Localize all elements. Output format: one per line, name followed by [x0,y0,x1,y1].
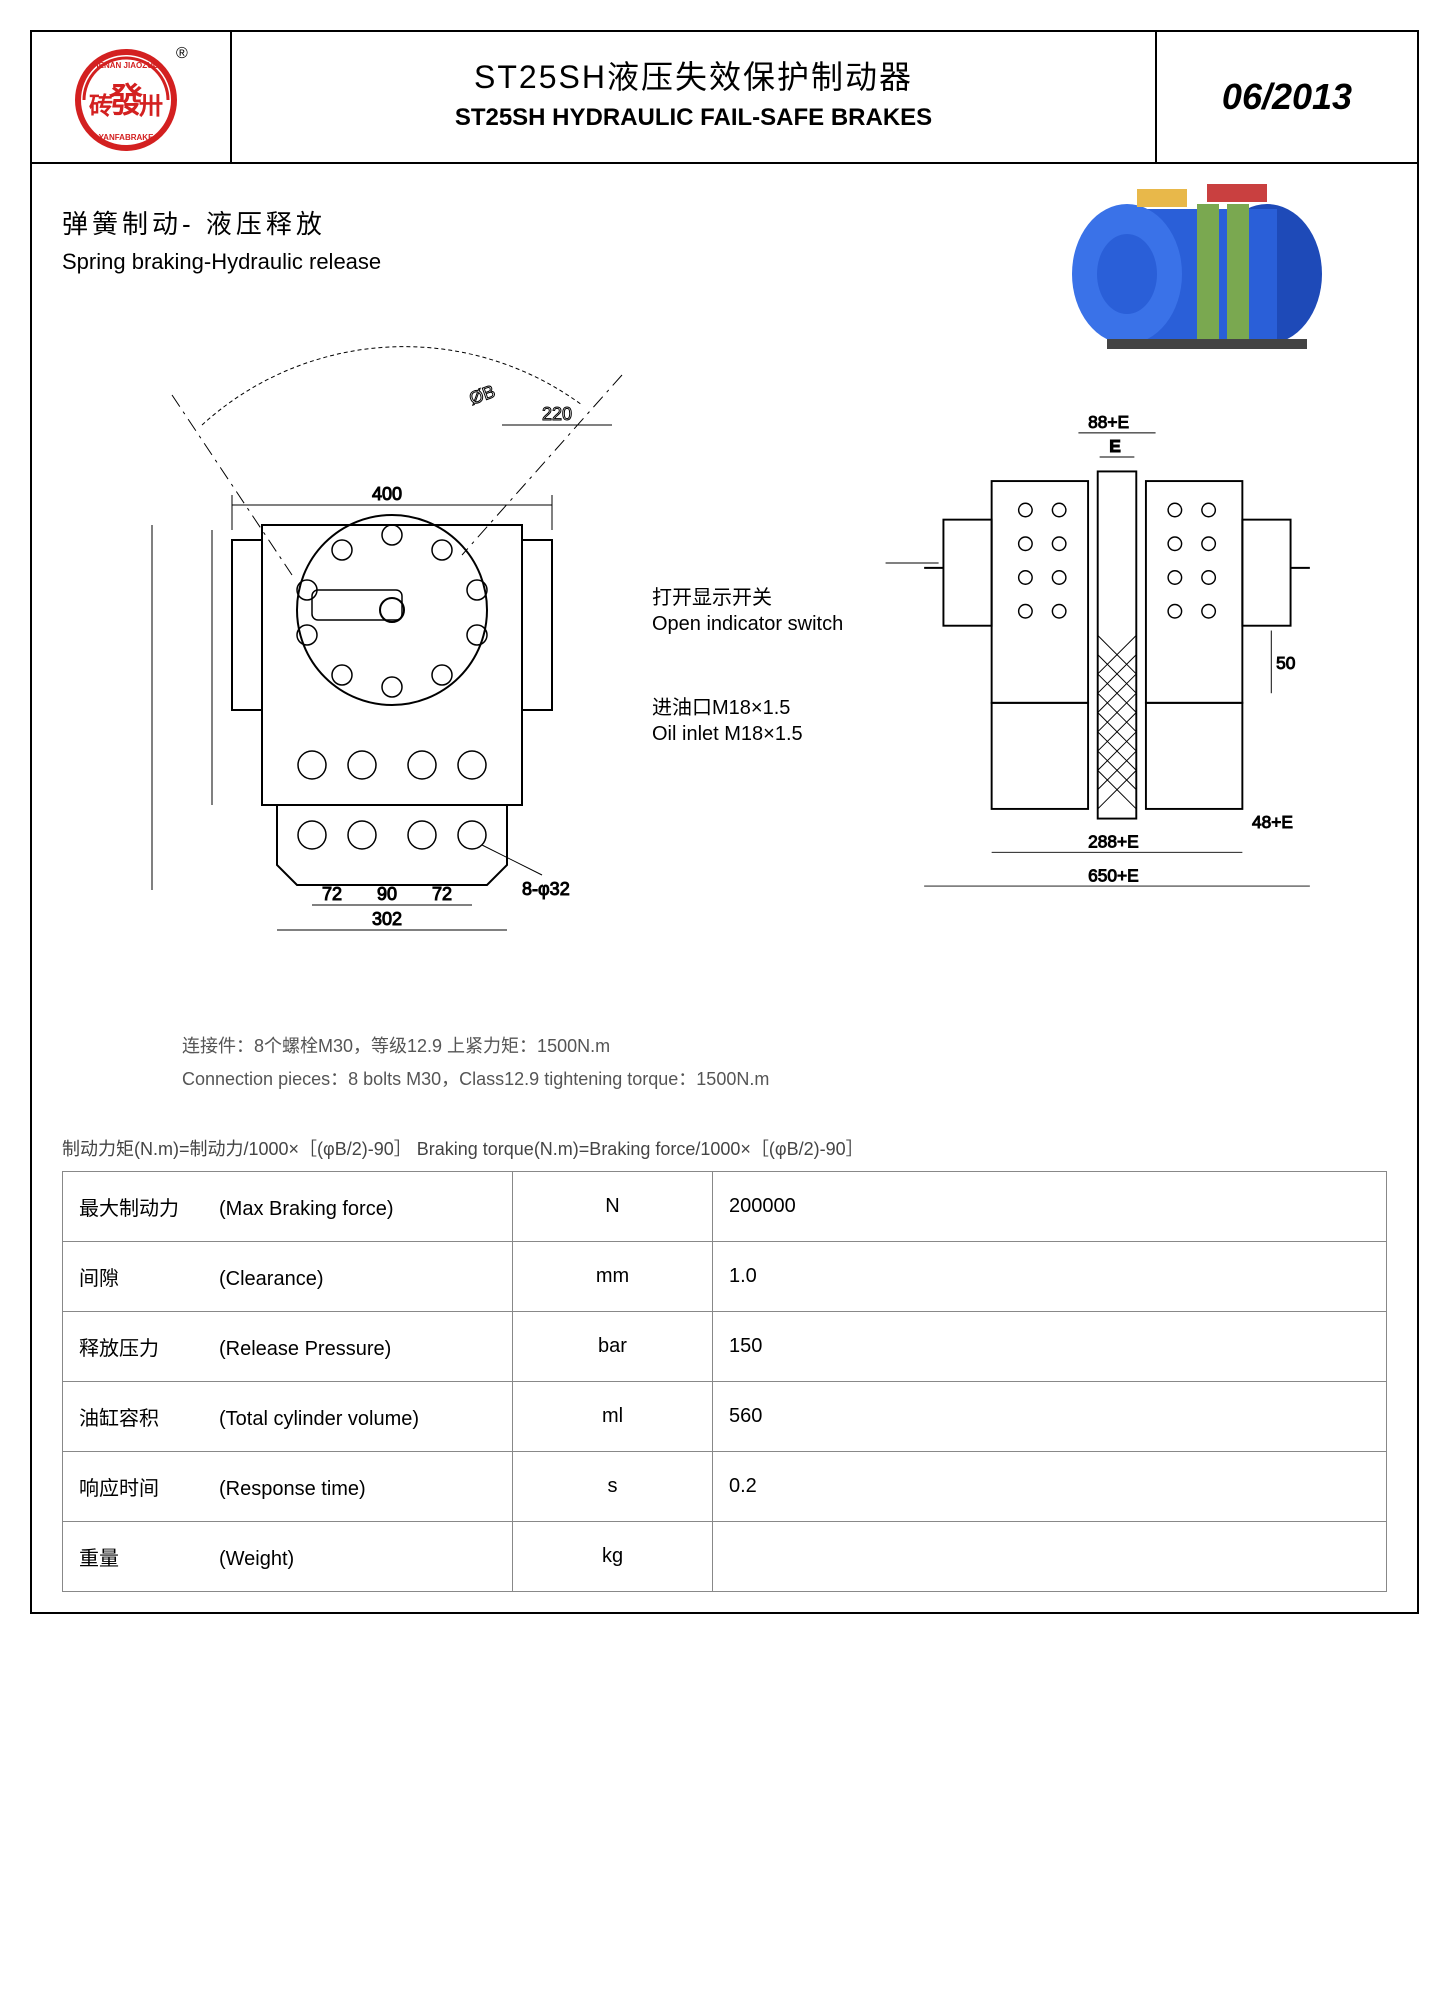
logo-cell: HENAN JIAOZUO YANFABRAKE 發 砖 卅 ® [32,32,232,162]
spec-value: 200000 [713,1172,1387,1242]
table-row: 最大制动力(Max Braking force)N200000 [63,1172,1387,1242]
issue-date: 06/2013 [1222,76,1352,118]
svg-text:220: 220 [542,404,572,424]
svg-text:302: 302 [372,909,402,929]
title-cn: ST25SH液压失效保护制动器 [242,52,1145,98]
svg-text:90: 90 [377,884,397,904]
spec-unit: ml [513,1382,713,1452]
spec-value [713,1522,1387,1592]
svg-text:8-φ32: 8-φ32 [522,879,570,899]
svg-text:E: E [1109,436,1121,456]
page-frame: HENAN JIAOZUO YANFABRAKE 發 砖 卅 ® ST25SH液… [30,30,1419,1614]
spec-unit: bar [513,1312,713,1382]
spec-value: 0.2 [713,1452,1387,1522]
svg-text:50: 50 [1276,653,1295,673]
drawing-area: ØB 220 [62,335,1387,1115]
svg-text:®: ® [176,45,188,62]
brand-logo-icon: HENAN JIAOZUO YANFABRAKE 發 砖 卅 ® [66,42,196,152]
drawing-side-view: 88+E E 50 48+E 288+E 650+E [877,375,1357,915]
svg-text:HENAN JIAOZUO: HENAN JIAOZUO [93,61,159,70]
drawing-front-view: ØB 220 [82,335,662,935]
svg-text:650+E: 650+E [1088,865,1139,885]
svg-text:72: 72 [322,884,342,904]
spec-label: 油缸容积(Total cylinder volume) [63,1382,513,1452]
spec-label: 响应时间(Response time) [63,1452,513,1522]
svg-text:YANFABRAKE: YANFABRAKE [99,133,154,142]
connection-note: 连接件：8个螺栓M30，等级12.9 上紧力矩：1500N.m Connecti… [182,1030,769,1095]
svg-text:砖: 砖 [89,93,113,120]
specs-table: 最大制动力(Max Braking force)N200000间隙(Cleara… [62,1171,1387,1592]
svg-text:288+E: 288+E [1088,832,1139,852]
spec-unit: s [513,1452,713,1522]
svg-text:ØB: ØB [467,381,498,409]
spec-unit: N [513,1172,713,1242]
spec-label: 间隙(Clearance) [63,1242,513,1312]
svg-text:48+E: 48+E [1252,812,1293,832]
table-row: 重量(Weight)kg [63,1522,1387,1592]
connection-note-cn: 连接件：8个螺栓M30，等级12.9 上紧力矩：1500N.m [182,1030,769,1062]
spec-unit: mm [513,1242,713,1312]
title-cell: ST25SH液压失效保护制动器 ST25SH HYDRAULIC FAIL-SA… [232,32,1157,162]
spec-label: 最大制动力(Max Braking force) [63,1172,513,1242]
connection-note-en: Connection pieces：8 bolts M30，Class12.9 … [182,1063,769,1095]
body: 弹簧制动- 液压释放 Spring braking-Hydraulic rele… [32,164,1417,1612]
spec-label: 释放压力(Release Pressure) [63,1312,513,1382]
svg-text:88+E: 88+E [1088,412,1129,432]
anno-oil-inlet: 进油口M18×1.5 Oil inlet M18×1.5 [652,695,803,747]
svg-text:卅: 卅 [139,93,163,120]
anno-open-switch: 打开显示开关 Open indicator switch [652,585,843,637]
spec-value: 560 [713,1382,1387,1452]
table-row: 释放压力(Release Pressure)bar150 [63,1312,1387,1382]
svg-text:400: 400 [372,484,402,504]
header: HENAN JIAOZUO YANFABRAKE 發 砖 卅 ® ST25SH液… [32,32,1417,164]
svg-text:發: 發 [108,82,143,120]
table-row: 油缸容积(Total cylinder volume)ml560 [63,1382,1387,1452]
spec-label: 重量(Weight) [63,1522,513,1592]
table-row: 间隙(Clearance)mm1.0 [63,1242,1387,1312]
formula-line: 制动力矩(N.m)=制动力/1000×［(φB/2)-90］ Braking t… [62,1135,1387,1161]
spec-value: 150 [713,1312,1387,1382]
date-cell: 06/2013 [1157,32,1417,162]
svg-text:72: 72 [432,884,452,904]
title-en: ST25SH HYDRAULIC FAIL-SAFE BRAKES [242,104,1145,132]
table-row: 响应时间(Response time)s0.2 [63,1452,1387,1522]
spec-value: 1.0 [713,1242,1387,1312]
spec-unit: kg [513,1522,713,1592]
